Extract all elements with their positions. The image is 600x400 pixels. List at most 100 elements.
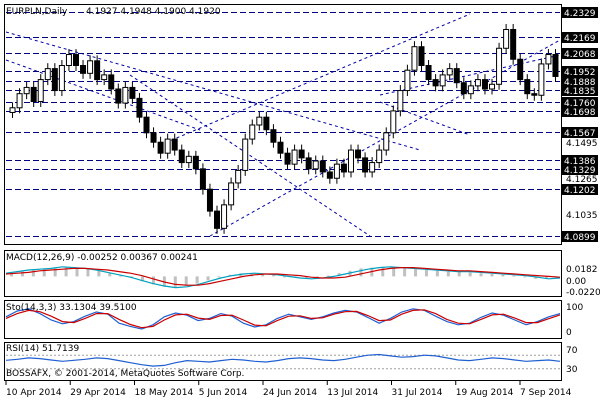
candle-34 — [249, 119, 256, 145]
candle-body-4 — [37, 79, 44, 103]
level-label-5: 4.1835 — [564, 87, 596, 97]
candle-body-63 — [453, 68, 460, 84]
candle-body-0 — [9, 107, 16, 113]
level-label-bg-12 — [562, 231, 598, 242]
macd-histogram-bar-49 — [545, 276, 549, 278]
macd-histogram-bar-2 — [31, 270, 35, 277]
candle-32 — [235, 164, 242, 189]
candle-body-53 — [383, 132, 390, 151]
candle-6 — [51, 63, 58, 97]
rsi-title: RSI(14) 51.7139 — [6, 344, 79, 354]
candle-body-10 — [80, 65, 87, 74]
candle-body-15 — [115, 88, 122, 104]
stochastic-layer — [5, 308, 561, 330]
candle-74 — [531, 88, 538, 101]
macd-histogram-bar-37 — [414, 269, 418, 277]
candle-51 — [369, 157, 376, 178]
macd-histogram-bar-5 — [64, 266, 68, 277]
macd-histogram-bar-47 — [523, 276, 527, 278]
candle-53 — [383, 127, 390, 156]
candle-body-61 — [439, 74, 446, 87]
candle-body-66 — [474, 79, 481, 87]
candle-75 — [538, 58, 545, 101]
candle-12 — [94, 55, 101, 86]
level-label-7: 4.1698 — [564, 108, 596, 118]
candle-19 — [143, 111, 150, 139]
x-tick-label-8: 7 Sep 2014 — [520, 388, 572, 398]
candle-body-69 — [496, 47, 503, 85]
macd-histogram-bar-6 — [75, 267, 79, 277]
macd-signal-line — [5, 267, 561, 286]
candle-body-9 — [72, 54, 79, 67]
trendline-ascending-1 — [159, 13, 471, 146]
level-label-bg-4 — [562, 76, 598, 87]
candle-23 — [171, 133, 178, 156]
macd-histogram-bar-41 — [457, 271, 461, 277]
candle-45 — [326, 166, 333, 184]
stochastic-signal-line — [5, 309, 561, 329]
candle-44 — [319, 155, 326, 178]
candle-68 — [489, 78, 496, 95]
candle-57 — [411, 41, 418, 76]
candle-7 — [58, 60, 65, 97]
candle-55 — [397, 85, 404, 117]
candle-40 — [291, 144, 298, 170]
macd-histogram-bar-17 — [195, 276, 199, 284]
candle-body-42 — [305, 157, 312, 170]
candle-25 — [185, 150, 192, 169]
stochastic-pane-frame — [4, 300, 562, 339]
trendline-descending-3 — [129, 74, 371, 237]
macd-histogram-bar-19 — [217, 276, 221, 278]
macd-histogram-bar-3 — [42, 268, 46, 277]
macd-histogram-bar-39 — [435, 270, 439, 277]
candle-body-23 — [171, 138, 178, 151]
level-label-8: 4.1567 — [564, 129, 596, 139]
macd-histogram-bar-43 — [479, 273, 483, 277]
candle-body-8 — [65, 54, 72, 67]
candle-body-2 — [23, 86, 30, 95]
candle-70 — [503, 24, 510, 54]
candle-body-19 — [143, 116, 150, 134]
candle-body-33 — [242, 138, 249, 171]
candle-24 — [178, 144, 185, 169]
candle-27 — [199, 163, 206, 195]
stochastic-tick-1: 0 — [566, 328, 572, 338]
macd-histogram-bar-32 — [359, 268, 363, 277]
candle-body-51 — [369, 162, 376, 173]
candle-body-36 — [263, 116, 270, 131]
candle-66 — [474, 74, 481, 92]
candle-43 — [312, 155, 319, 175]
candle-body-25 — [185, 155, 192, 164]
macd-histogram-bar-40 — [446, 271, 450, 277]
candle-36 — [263, 111, 270, 136]
candle-body-58 — [418, 46, 425, 66]
macd-histogram-bar-38 — [424, 270, 428, 277]
candle-body-44 — [319, 160, 326, 173]
candle-body-7 — [58, 65, 65, 92]
candle-body-71 — [510, 28, 517, 60]
level-label-10: 4.1329 — [564, 166, 596, 176]
candle-body-38 — [277, 141, 284, 154]
candle-22 — [164, 133, 171, 159]
candle-16 — [122, 81, 129, 109]
macd-histogram-bar-34 — [381, 266, 385, 277]
candle-body-76 — [545, 54, 552, 65]
candle-49 — [355, 144, 362, 164]
macd-tick-2: -0.02209 — [566, 288, 600, 298]
macd-histogram-bar-24 — [272, 274, 276, 277]
candle-body-48 — [347, 149, 354, 173]
candle-17 — [129, 81, 136, 104]
candle-body-67 — [481, 79, 488, 90]
trendline-descending-2 — [5, 59, 201, 131]
candle-body-28 — [206, 188, 213, 212]
x-tick-label-5: 13 Jul 2014 — [327, 388, 378, 398]
candle-body-47 — [340, 163, 347, 173]
candle-body-14 — [108, 74, 115, 90]
candle-body-70 — [503, 28, 510, 49]
macd-histogram-bar-35 — [392, 267, 396, 277]
candle-body-50 — [362, 157, 369, 173]
candle-5 — [44, 63, 51, 86]
candle-52 — [376, 144, 383, 169]
